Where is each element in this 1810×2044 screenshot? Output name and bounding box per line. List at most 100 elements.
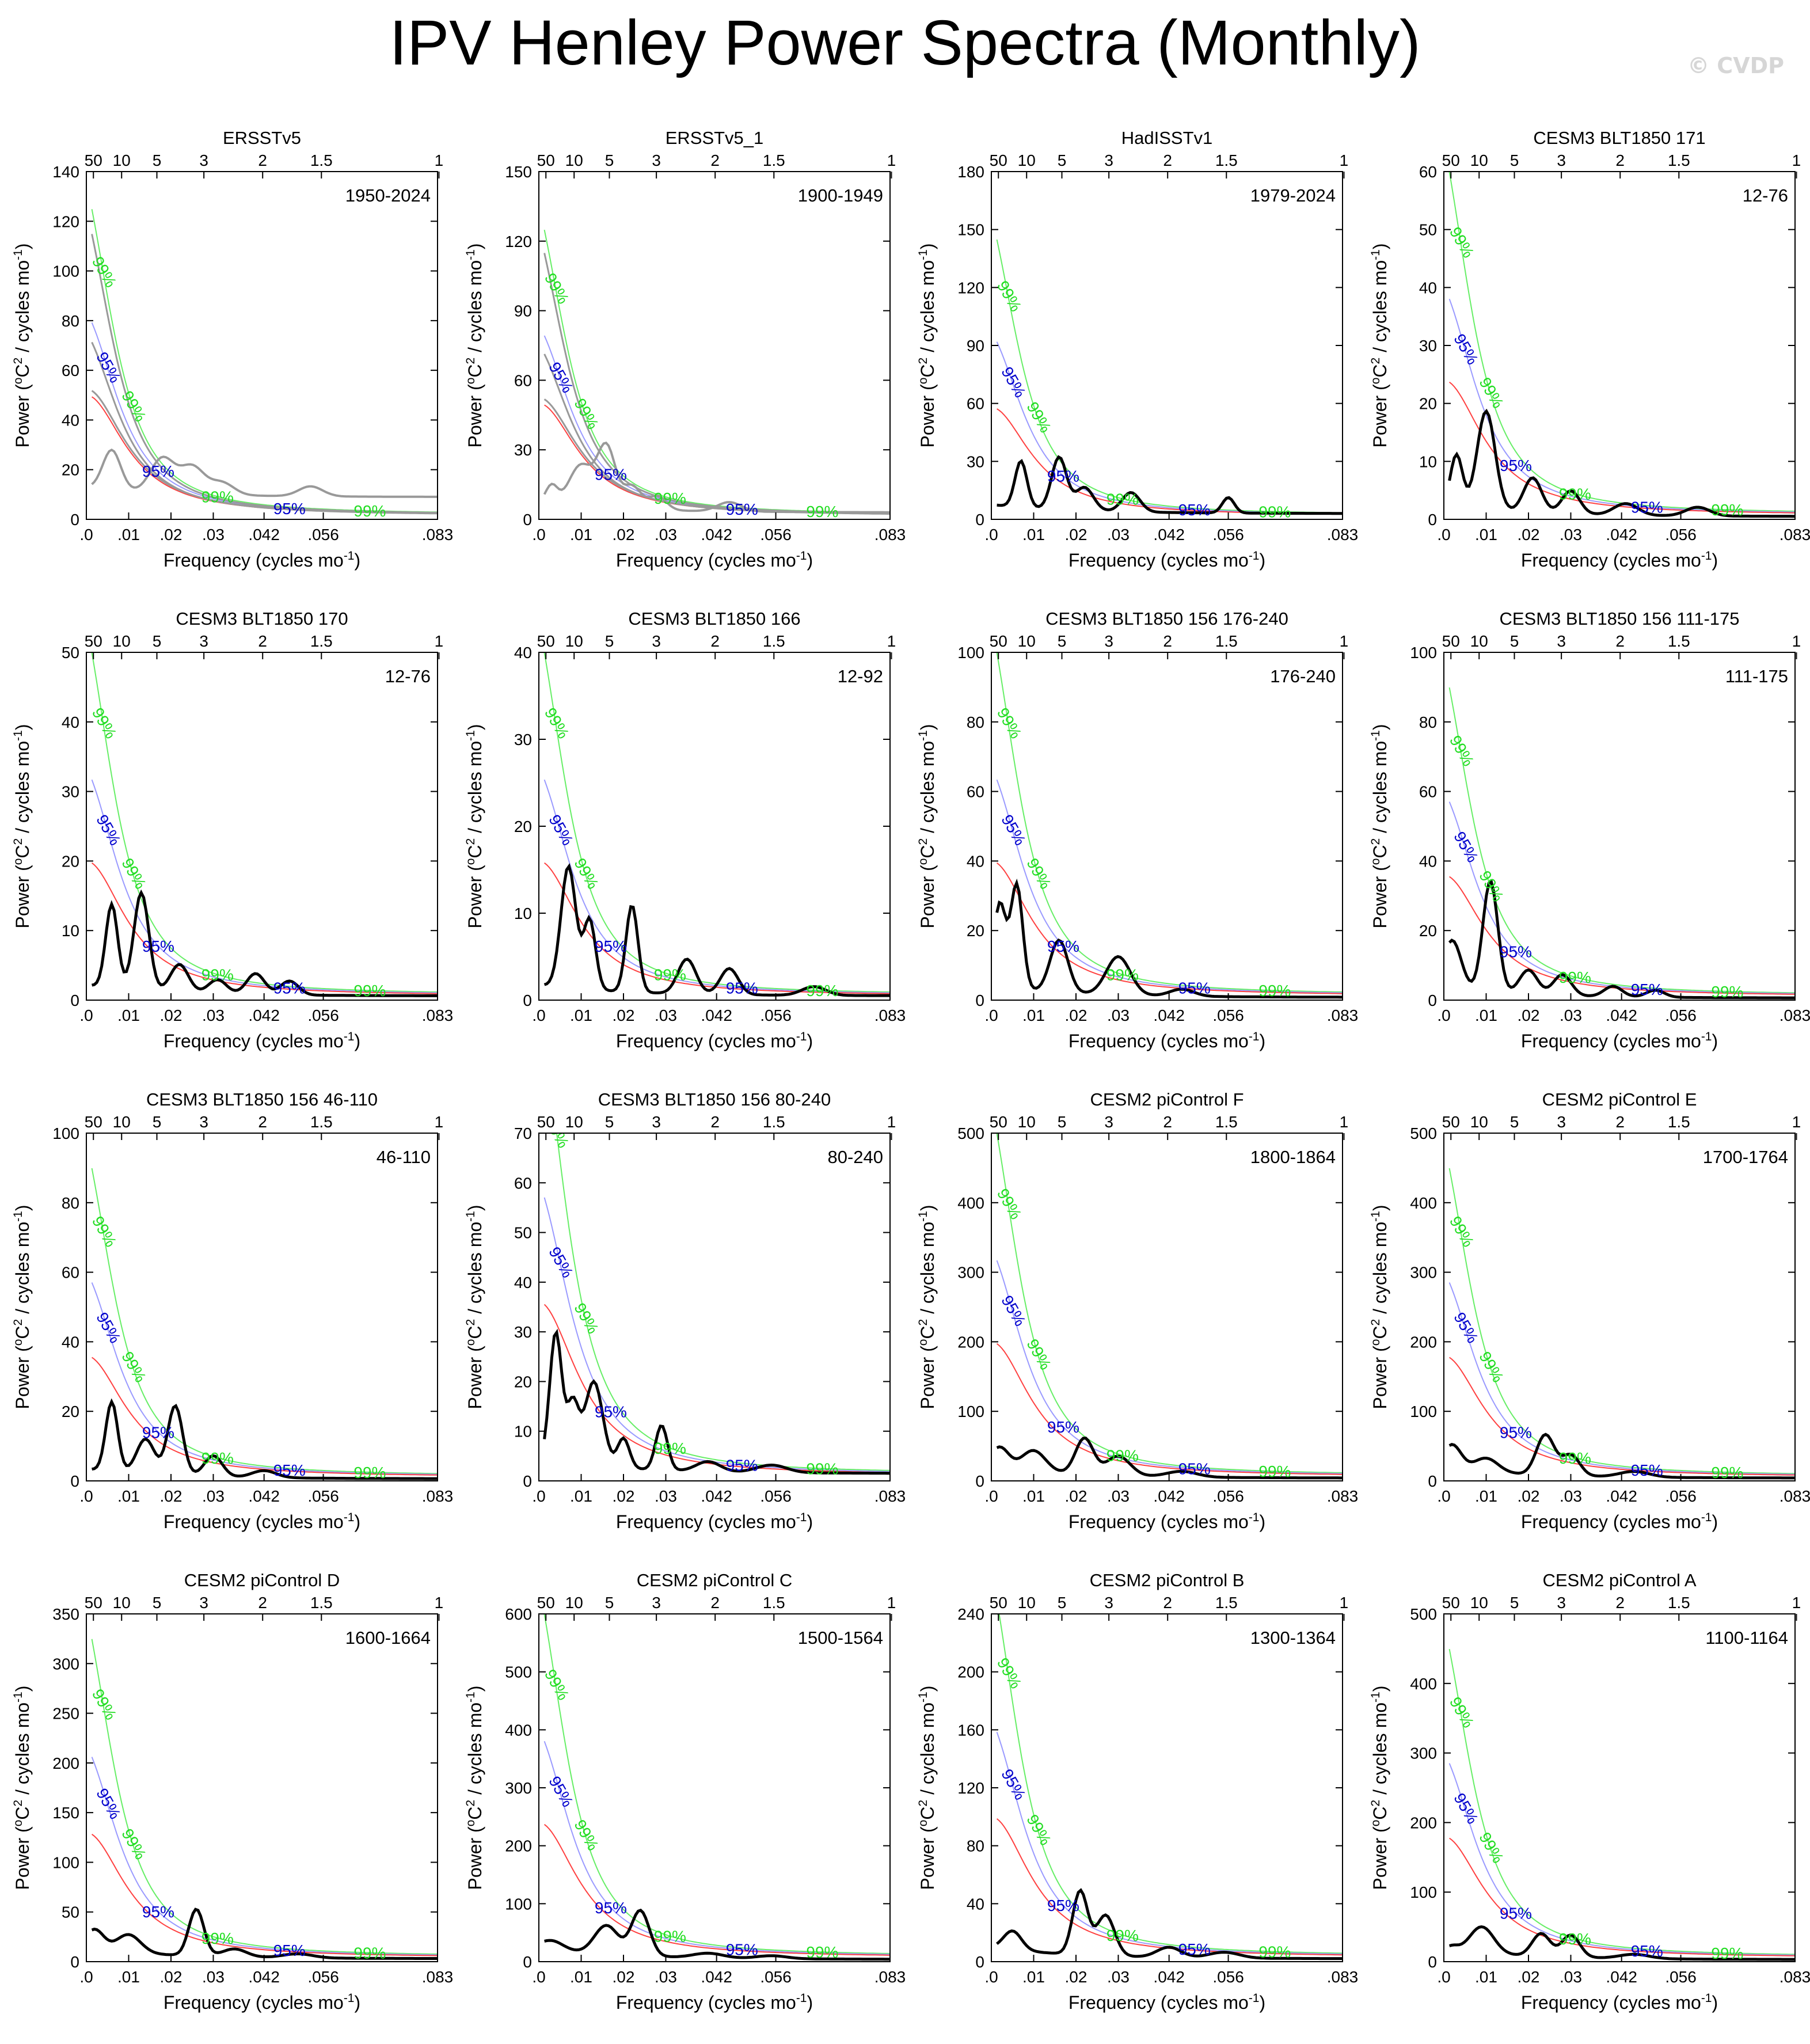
period-tick-label: 3: [652, 151, 661, 169]
period-tick-label: 5: [605, 151, 614, 169]
y-axis-label: Power (oC2 / cycles mo-1): [1369, 1686, 1390, 1890]
spectrum-line: [1448, 1925, 1795, 1961]
y-tick-label: 60: [514, 1174, 532, 1192]
chart-panel: 99%95%99%95%99%95% 99%020406080100120140.…: [12, 128, 453, 571]
period-label: 1500-1564: [798, 1628, 883, 1648]
y-tick-label: 100: [1410, 1883, 1437, 1901]
ci99-label: 99%: [1106, 490, 1139, 508]
ci99-line: [996, 239, 1343, 514]
ci99-label: 99%: [1711, 501, 1743, 519]
y-tick-label: 20: [514, 818, 532, 835]
ci99-line: [1448, 1648, 1795, 1955]
ci95-label: 95%: [595, 466, 627, 484]
period-label: 12-76: [385, 666, 431, 686]
ci99-line: [91, 1168, 438, 1475]
x-tick-label: .01: [117, 526, 140, 544]
period-tick-label: 1: [1340, 1594, 1349, 1612]
period-tick-label: 50: [85, 151, 102, 169]
ci99-label: 99%: [89, 253, 120, 290]
x-tick-label: .03: [655, 1968, 677, 1986]
x-tick-label: .042: [248, 1006, 280, 1024]
x-tick-label: .01: [117, 1006, 140, 1024]
period-tick-label: 2: [1163, 151, 1172, 169]
plot-area: 99%95%99%95%99%95% 99%: [89, 1168, 438, 1481]
x-tick-label: .03: [1560, 526, 1582, 544]
period-label: 1100-1164: [1705, 1628, 1788, 1648]
ci99-label: 99%: [1476, 1829, 1507, 1866]
plot-frame: [538, 1133, 891, 1481]
period-tick-label: 5: [153, 632, 162, 650]
red-noise-line: [543, 1823, 890, 1956]
x-axis-label: Frequency (cycles mo-1): [1068, 1511, 1265, 1532]
x-axis-label: Frequency (cycles mo-1): [1521, 1992, 1718, 2013]
x-tick-label: .0: [984, 1006, 998, 1024]
period-tick-label: 1.5: [763, 1594, 785, 1612]
x-tick-label: .083: [422, 1006, 454, 1024]
period-tick-label: 3: [199, 1594, 208, 1612]
x-tick-label: .083: [1327, 1006, 1359, 1024]
x-tick-label: .01: [570, 526, 592, 544]
period-tick-label: 1.5: [1668, 632, 1690, 650]
plot-frame: [991, 652, 1343, 1001]
x-tick-label: .02: [1065, 526, 1087, 544]
y-tick-label: 60: [62, 1264, 79, 1282]
y-tick-label: 300: [1410, 1745, 1437, 1762]
period-tick-label: 3: [1557, 151, 1566, 169]
red-noise-line: [1449, 1357, 1795, 1476]
ci99-label: 99%: [541, 270, 573, 307]
ci95-label: 95%: [142, 462, 174, 480]
x-tick-label: .042: [1153, 526, 1185, 544]
spectrum-line: [995, 879, 1343, 999]
y-tick-label: 60: [1419, 163, 1437, 181]
x-tick-label: .03: [1560, 1487, 1582, 1505]
ci95-label: 95%: [93, 1309, 124, 1346]
ci99-label: 99%: [541, 705, 573, 742]
y-tick-label: 100: [52, 1853, 79, 1871]
x-axis-label: Frequency (cycles mo-1): [1521, 1511, 1718, 1532]
x-tick-label: .083: [874, 1487, 906, 1505]
x-tick-label: .042: [1606, 1487, 1637, 1505]
chart-title: CESM2 piControl C: [637, 1570, 792, 1590]
x-tick-label: .03: [655, 526, 677, 544]
y-tick-label: 80: [1419, 713, 1437, 731]
y-tick-label: 50: [62, 644, 79, 662]
y-tick-label: 90: [967, 337, 984, 355]
x-tick-label: .0: [79, 526, 93, 544]
ci95-label: 95%: [1178, 979, 1211, 997]
x-tick-label: .01: [1475, 1487, 1497, 1505]
y-tick-label: 0: [523, 511, 532, 529]
ci95-label: 95%: [1047, 467, 1079, 485]
x-axis-label: Frequency (cycles mo-1): [1068, 1992, 1265, 2013]
y-axis-label: Power (oC2 / cycles mo-1): [1369, 724, 1390, 929]
y-tick-label: 150: [505, 163, 532, 181]
period-tick-label: 5: [1510, 632, 1519, 650]
y-tick-label: 70: [514, 1124, 532, 1142]
y-tick-label: 200: [52, 1754, 79, 1772]
chart-title: ERSSTv5_1: [666, 128, 764, 148]
y-tick-label: 120: [505, 233, 532, 250]
y-tick-label: 100: [505, 1895, 532, 1913]
period-tick-label: 1: [1792, 151, 1801, 169]
x-tick-label: .056: [760, 526, 792, 544]
y-tick-label: 100: [1410, 1403, 1437, 1420]
period-label: 80-240: [827, 1147, 883, 1167]
period-tick-label: 3: [1104, 632, 1113, 650]
chart-title: CESM2 piControl A: [1542, 1570, 1696, 1590]
period-tick-label: 5: [1510, 1594, 1519, 1612]
x-tick-label: .056: [760, 1487, 792, 1505]
y-tick-label: 0: [1428, 1953, 1437, 1971]
y-tick-label: 0: [523, 1472, 532, 1490]
x-tick-label: .03: [202, 1006, 225, 1024]
chart-panel: 99%95%99%95%99%95% 99%0100200300400500.0.…: [1369, 1089, 1810, 1532]
plot-area: 99%95%99%95%99%95% 99%: [994, 239, 1343, 519]
y-tick-label: 240: [957, 1605, 984, 1623]
y-tick-label: 100: [957, 1403, 984, 1420]
period-tick-label: 3: [1557, 1594, 1566, 1612]
y-tick-label: 0: [70, 511, 79, 529]
period-tick-label: 50: [537, 632, 555, 650]
chart-panel: 99%95%99%95%99%95% 99%0306090120150180.0.…: [917, 128, 1358, 571]
ci95-label: 95%: [1500, 457, 1532, 474]
ci99-label: 99%: [1559, 1449, 1591, 1467]
period-tick-label: 2: [1615, 632, 1625, 650]
